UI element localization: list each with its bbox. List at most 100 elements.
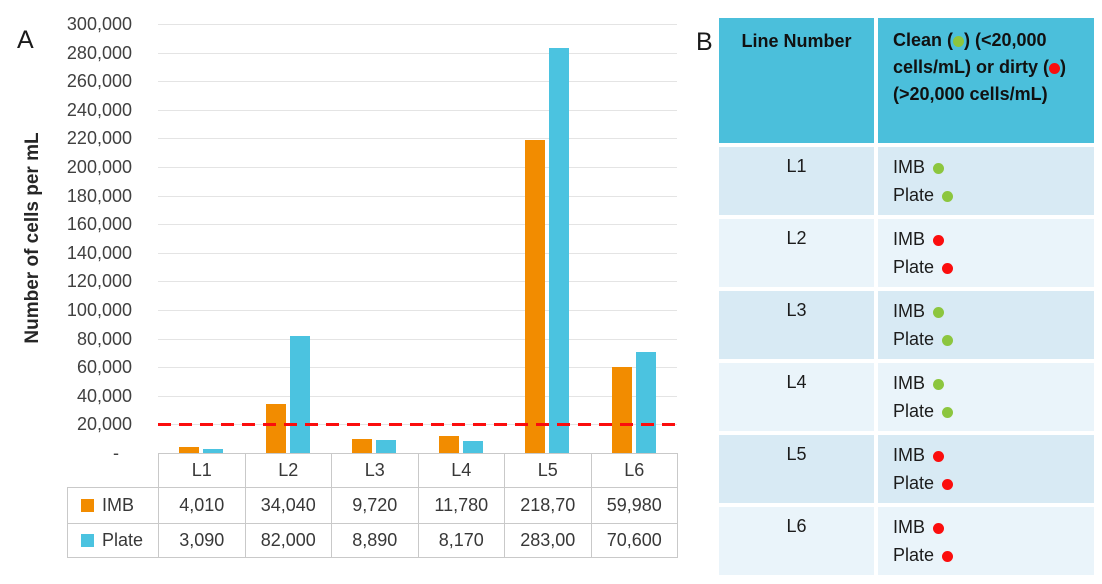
dirty-dot-icon [933,523,945,534]
table-category-row: L1 L2 L3 L4 L5 L6 [67,453,678,488]
bar-imb-l6 [612,367,632,453]
dirty-dot-icon [942,479,954,490]
status-table-body: L1 IMB Plate L2 IMB Plate L3 IMB Plate L4 IMB Plate… [719,147,1094,575]
value-cell: 8,170 [417,523,505,558]
status-entry-imb: IMB [893,513,1094,541]
chart-data-table: L1 L2 L3 L4 L5 L6 IMB 4,010 34,040 9,720 11,780 218… [67,453,678,558]
status-cell: IMB Plate [878,363,1094,431]
panel-b-label: B [696,28,713,56]
status-entry-plate: Plate [893,397,1094,425]
grid-line [158,167,677,168]
status-row-l1: L1 IMB Plate [719,147,1094,215]
status-table-header-row: Line Number Clean () (<20,000 cells/mL) … [719,18,1094,143]
y-tick-label: 100,000 [66,300,132,320]
clean-dot-icon [953,36,965,47]
category-label: L3 [331,453,419,488]
bar-plate-l5 [549,48,569,453]
legend-key-plate: Plate [67,523,159,558]
status-entry-plate: Plate [893,541,1094,569]
grid-line [158,281,677,282]
y-tick-label: 200,000 [66,157,132,177]
category-label: L6 [590,453,678,488]
status-row-l6: L6 IMB Plate [719,507,1094,575]
bar-plate-l1 [203,449,223,453]
category-label: L4 [417,453,505,488]
bar-plate-l6 [636,352,656,453]
grid-line [158,224,677,225]
threshold-line [158,423,677,426]
y-tick-label: 240,000 [66,100,132,120]
grid-line [158,310,677,311]
grid-line [158,110,677,111]
grid-line [158,138,677,139]
clean-dot-icon [942,407,954,418]
status-entry-imb: IMB [893,441,1094,469]
value-cell: 8,890 [331,523,419,558]
y-tick-label: 20,000 [76,414,132,434]
dirty-dot-icon [1049,63,1061,74]
clean-dot-icon [933,379,945,390]
status-row-l4: L4 IMB Plate [719,363,1094,431]
y-tick-label: 220,000 [66,128,132,148]
imb-legend-swatch [81,499,94,512]
bar-imb-l5 [525,140,545,453]
status-entry-imb: IMB [893,369,1094,397]
y-tick-label: 180,000 [66,186,132,206]
status-entry-plate: Plate [893,325,1094,353]
grid-line [158,81,677,82]
value-cell: 4,010 [158,487,246,524]
status-cell: IMB Plate [878,219,1094,287]
table-series-row: Plate 3,090 82,000 8,890 8,170 283,00 70,600 [67,523,678,558]
grid-line [158,396,677,397]
panel-a-bar-chart: A Number of cells per mL L1 L2 L3 L4 L5 L6 IMB… [17,14,678,558]
y-tick-label: 260,000 [66,71,132,91]
y-tick-label: 80,000 [76,329,132,349]
value-cell: 283,00 [504,523,592,558]
bar-imb-l1 [179,447,199,453]
status-row-l2: L2 IMB Plate [719,219,1094,287]
status-cell: IMB Plate [878,435,1094,503]
value-cell: 9,720 [331,487,419,524]
line-number-cell: L6 [719,507,874,575]
table-series-row: IMB 4,010 34,040 9,720 11,780 218,70 59,980 [67,487,678,524]
dirty-dot-icon [933,235,945,246]
panel-b-status-table: Line Number Clean () (<20,000 cells/mL) … [719,18,1094,579]
grid-line [158,367,677,368]
y-tick-label: 60,000 [76,357,132,377]
status-entry-imb: IMB [893,153,1094,181]
status-row-l3: L3 IMB Plate [719,291,1094,359]
header-line-number: Line Number [719,18,874,143]
line-number-cell: L2 [719,219,874,287]
category-label: L5 [504,453,592,488]
category-label: L1 [158,453,246,488]
grid-line [158,253,677,254]
category-label: L2 [244,453,332,488]
clean-dot-icon [942,335,954,346]
legend-key-imb: IMB [67,487,159,524]
dirty-dot-icon [942,551,954,562]
clean-dot-icon [933,163,945,174]
y-tick-label: 140,000 [66,243,132,263]
value-cell: 34,040 [244,487,332,524]
status-entry-plate: Plate [893,469,1094,497]
y-tick-label: 120,000 [66,271,132,291]
line-number-cell: L5 [719,435,874,503]
bar-plate-l3 [376,440,396,453]
status-entry-imb: IMB [893,297,1094,325]
status-cell: IMB Plate [878,147,1094,215]
grid-line [158,24,677,25]
y-tick-label: - [113,443,119,463]
status-cell: IMB Plate [878,507,1094,575]
value-cell: 59,980 [590,487,678,524]
value-cell: 70,600 [590,523,678,558]
line-number-cell: L1 [719,147,874,215]
plate-legend-swatch [81,534,94,547]
status-entry-plate: Plate [893,181,1094,209]
clean-dot-icon [933,307,945,318]
value-cell: 82,000 [244,523,332,558]
panel-a-label: A [17,26,34,54]
bar-plate-l2 [290,336,310,453]
bar-imb-l2 [266,404,286,453]
bar-imb-l3 [352,439,372,453]
clean-dot-icon [942,191,954,202]
